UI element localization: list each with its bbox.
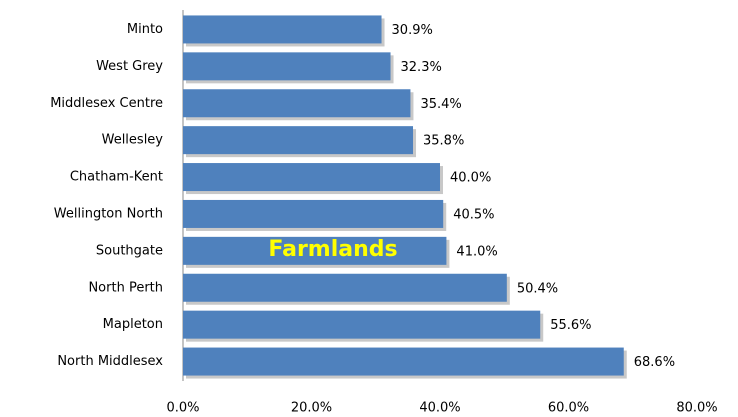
annotation: Farmlands: [268, 237, 397, 262]
y-tick-label: West Grey: [96, 59, 163, 74]
x-tick-label: 0.0%: [166, 401, 199, 416]
x-tick-label: 20.0%: [291, 401, 332, 416]
bar: [183, 199, 444, 228]
data-label: 50.4%: [517, 281, 558, 296]
x-tick-label: 60.0%: [548, 401, 589, 416]
data-label: 55.6%: [550, 318, 591, 333]
bar: [183, 52, 391, 81]
data-label: 40.5%: [453, 207, 494, 222]
y-tick-label: North Perth: [88, 280, 163, 295]
data-label: 40.0%: [450, 171, 491, 186]
bar: [183, 310, 541, 339]
bar: [183, 236, 447, 265]
data-label: 35.8%: [423, 134, 464, 149]
bar: [183, 126, 414, 155]
data-label: 32.3%: [401, 60, 442, 75]
y-tick-label: Chatham-Kent: [70, 170, 163, 185]
bar: [183, 89, 411, 118]
data-label: 30.9%: [392, 23, 433, 38]
data-label: 35.4%: [420, 97, 461, 112]
y-tick-label: North Middlesex: [57, 354, 163, 369]
y-tick-label: Minto: [127, 22, 163, 37]
y-tick-label: Wellington North: [54, 206, 163, 221]
x-tick-label: 40.0%: [419, 401, 460, 416]
y-tick-label: Middlesex Centre: [50, 96, 163, 111]
data-label: 41.0%: [456, 244, 497, 259]
bar: [183, 273, 507, 302]
bar: [183, 347, 624, 376]
bar: [183, 15, 382, 44]
y-tick-label: Wellesley: [102, 133, 164, 148]
y-tick-label: Southgate: [96, 243, 163, 258]
data-label: 68.6%: [634, 355, 675, 370]
x-tick-label: 80.0%: [676, 401, 717, 416]
y-tick-label: Mapleton: [103, 317, 163, 332]
bar: [183, 163, 440, 192]
